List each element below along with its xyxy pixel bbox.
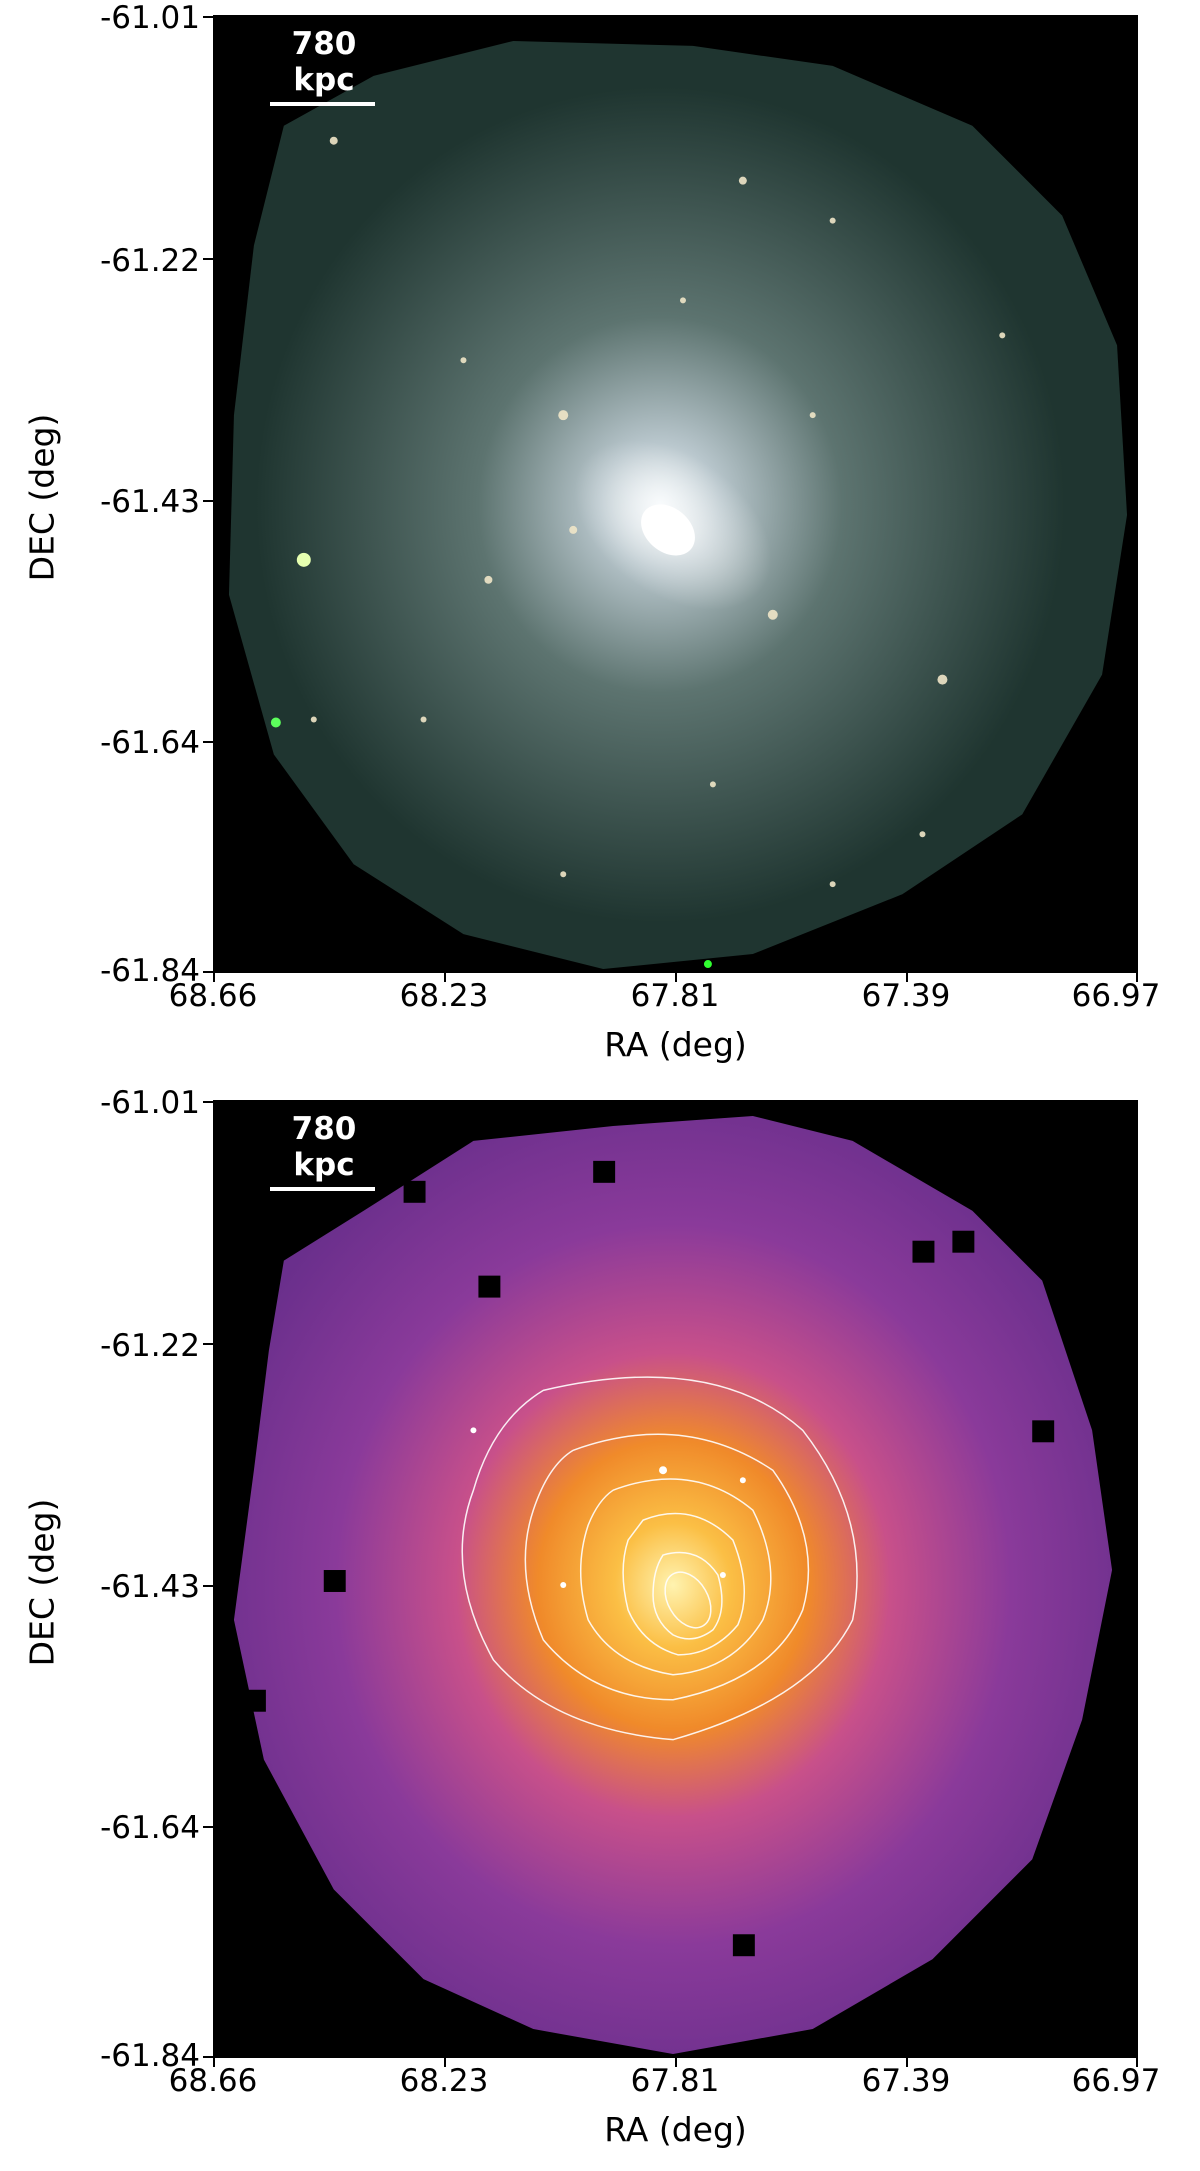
x-tick-label: 67.39 <box>861 978 951 1014</box>
y-tick-label: -61.01 <box>100 1085 200 1121</box>
y-tick-label: -61.43 <box>100 484 200 520</box>
y-tick-label: -61.64 <box>100 725 200 761</box>
scale-bar-label: 780 kpc <box>291 26 357 98</box>
x-tick-mark <box>444 973 446 982</box>
x-tick-label: 67.81 <box>630 2063 720 2099</box>
y-tick-mark <box>203 1585 213 1587</box>
y-tick-mark <box>203 1826 213 1828</box>
x-tick-mark <box>1136 973 1138 982</box>
x-tick-label: 67.39 <box>861 2063 951 2099</box>
y-tick-mark <box>203 1101 213 1103</box>
point-sources <box>310 136 1006 888</box>
y-tick-label: -61.22 <box>100 1328 200 1364</box>
scale-bar-line <box>270 1187 375 1191</box>
x-axis-label: RA (deg) <box>604 2110 747 2149</box>
x-axis-label: RA (deg) <box>604 1025 747 1064</box>
y-tick-mark <box>203 1343 213 1345</box>
y-tick-label: -61.84 <box>100 953 200 989</box>
x-tick-mark <box>1136 2058 1138 2067</box>
rgb-image-panel: 780 kpc -61.01 -61.22 -61.43 -61.64 -61.… <box>0 0 1200 1085</box>
rgb-xray-image: 780 kpc <box>213 15 1138 973</box>
x-tick-label: 66.97 <box>1071 978 1161 1014</box>
y-tick-label: -61.22 <box>100 243 200 279</box>
rgb-image-svg <box>228 40 1128 970</box>
y-tick-label: -61.01 <box>100 0 200 36</box>
x-tick-label: 67.81 <box>630 978 720 1014</box>
contour-lines <box>461 1376 858 1741</box>
cluster-emission-map <box>233 1115 1113 2055</box>
y-tick-mark <box>203 2056 213 2058</box>
x-tick-label: 68.66 <box>168 978 258 1014</box>
y-tick-mark <box>203 16 213 18</box>
colormap-svg <box>233 1115 1113 2055</box>
point-sources-map <box>470 1427 746 1588</box>
scale-bar-label: 780 kpc <box>291 1111 357 1183</box>
scale-bar: 780 kpc <box>264 1111 384 1191</box>
x-tick-mark <box>213 2058 215 2067</box>
x-tick-mark <box>906 2058 908 2067</box>
scale-bar-line <box>270 102 375 106</box>
y-tick-mark <box>203 741 213 743</box>
x-tick-label: 66.97 <box>1071 2063 1161 2099</box>
masked-regions <box>243 1160 1055 2002</box>
x-tick-mark <box>213 973 215 982</box>
x-tick-mark <box>906 973 908 982</box>
x-tick-label: 68.23 <box>399 978 489 1014</box>
x-tick-label: 68.66 <box>168 2063 258 2099</box>
y-tick-label: -61.64 <box>100 1810 200 1846</box>
y-tick-mark <box>203 500 213 502</box>
surface-brightness-map: 780 kpc <box>213 1100 1138 2058</box>
y-tick-label: -61.43 <box>100 1569 200 1605</box>
y-tick-label: -61.84 <box>100 2038 200 2074</box>
x-tick-mark <box>444 2058 446 2067</box>
x-tick-mark <box>675 973 677 982</box>
scale-bar: 780 kpc <box>264 26 384 106</box>
x-tick-mark <box>675 2058 677 2067</box>
y-axis-label: DEC (deg) <box>22 1498 62 1667</box>
y-axis-label: DEC (deg) <box>22 413 62 582</box>
y-tick-mark <box>203 971 213 973</box>
colormap-image-panel: 780 kpc -61.01 -61.22 -61.43 -61.64 -61.… <box>0 1085 1200 2171</box>
y-tick-mark <box>203 258 213 260</box>
x-tick-label: 68.23 <box>399 2063 489 2099</box>
